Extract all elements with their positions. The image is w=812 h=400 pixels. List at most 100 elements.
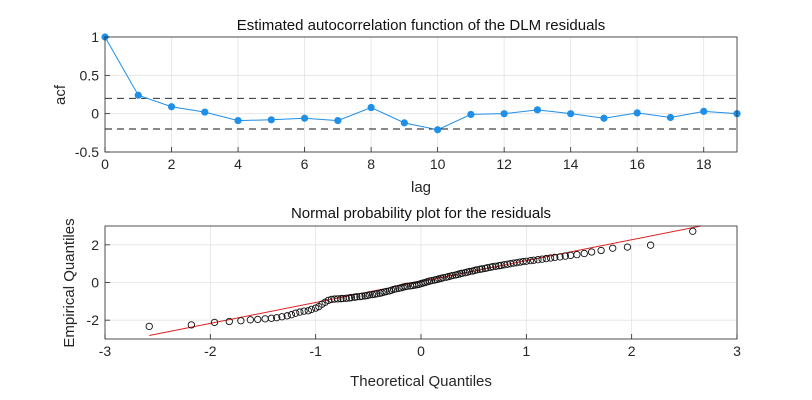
qq-point xyxy=(561,252,569,260)
acf-xtick-label: 6 xyxy=(301,156,309,172)
qq-point xyxy=(273,314,281,322)
qq-point xyxy=(296,308,304,316)
qq-point xyxy=(347,293,356,302)
qq-ytick-label: 2 xyxy=(91,237,99,253)
acf-point xyxy=(500,110,508,118)
acf-point xyxy=(367,103,375,112)
acf-point xyxy=(201,108,209,116)
acf-point xyxy=(567,110,575,118)
acf-point xyxy=(434,126,442,134)
qq-point xyxy=(237,317,245,325)
qq-point xyxy=(534,256,542,264)
qq-point xyxy=(254,315,262,324)
acf-point xyxy=(666,113,675,122)
acf-xtick-label: 16 xyxy=(629,156,645,172)
qq-point xyxy=(483,264,492,272)
qq-point xyxy=(519,257,527,266)
qq-point xyxy=(358,292,366,300)
qq-point xyxy=(304,307,312,315)
qq-ylabel: Empirical Quantiles xyxy=(61,218,78,347)
qq-point xyxy=(292,309,300,317)
acf-xtick-label: 0 xyxy=(101,156,109,172)
acf-point xyxy=(633,109,641,117)
qq-point xyxy=(210,318,219,327)
qq-xtick-label: 1 xyxy=(522,343,530,359)
acf-xtick-label: 18 xyxy=(696,156,712,172)
qq-point xyxy=(427,276,436,285)
qq-xtick-label: -1 xyxy=(309,343,322,359)
qq-point xyxy=(646,241,655,249)
qq-title: Normal probability plot for the residual… xyxy=(291,205,551,222)
qq-subplot: -3 -2 -1 0 1 2 3 -2 0 2 Normal probability plot f… xyxy=(61,205,741,390)
acf-ylabel: acf xyxy=(52,84,69,105)
acf-point xyxy=(700,107,708,115)
acf-point xyxy=(400,119,408,127)
acf-point xyxy=(300,114,309,122)
qq-point xyxy=(267,314,276,322)
acf-point xyxy=(467,110,475,119)
qq-point xyxy=(551,253,559,262)
acf-point xyxy=(533,106,542,114)
acf-point xyxy=(134,91,142,99)
qq-point xyxy=(556,253,564,261)
qq-point xyxy=(526,257,535,265)
qq-point xyxy=(307,305,316,314)
qq-point xyxy=(580,249,588,258)
acf-xtick-label: 8 xyxy=(367,156,375,172)
qq-points xyxy=(145,227,697,331)
qq-point xyxy=(403,282,411,290)
acf-xtick-label: 10 xyxy=(430,156,446,172)
acf-xtick-label: 12 xyxy=(496,156,512,172)
qq-point xyxy=(492,262,500,270)
acf-ytick-label: 1 xyxy=(91,29,99,45)
qq-xtick-label: -2 xyxy=(204,343,217,359)
qq-point xyxy=(287,311,296,319)
acf-point xyxy=(167,103,176,111)
acf-xlabel: lag xyxy=(411,179,431,196)
qq-point xyxy=(542,254,550,263)
qq-point xyxy=(225,317,233,326)
qq-point xyxy=(478,265,486,273)
qq-point xyxy=(530,256,538,264)
qq-xtick-label: -3 xyxy=(99,343,112,359)
qq-point xyxy=(342,294,350,302)
acf-line xyxy=(104,36,738,131)
qq-ticks: -3 -2 -1 0 1 2 3 -2 0 2 xyxy=(87,237,742,359)
qq-point xyxy=(522,257,530,265)
qq-point xyxy=(145,322,153,331)
qq-point xyxy=(187,321,196,329)
qq-xtick-label: 2 xyxy=(628,343,636,359)
qq-xtick-label: 0 xyxy=(417,343,425,359)
qq-point xyxy=(300,307,308,315)
qq-point xyxy=(473,266,481,274)
qq-point xyxy=(353,293,361,301)
acf-plot-area xyxy=(105,37,737,152)
acf-series xyxy=(101,33,741,134)
qq-point xyxy=(392,285,400,293)
acf-axes-box xyxy=(104,36,738,153)
qq-point xyxy=(334,295,342,303)
qq-ytick-label: 0 xyxy=(91,275,99,291)
acf-confidence-bounds xyxy=(105,97,737,130)
acf-ytick-label: -0.5 xyxy=(75,144,99,160)
qq-point xyxy=(337,295,345,303)
acf-point xyxy=(600,114,608,122)
qq-point xyxy=(246,316,255,324)
acf-ytick-label: 0 xyxy=(91,106,99,122)
acf-ticks: 0 2 4 6 8 10 12 14 16 18-0.500.51 xyxy=(75,29,712,172)
qq-xtick-label: 3 xyxy=(733,343,741,359)
acf-point xyxy=(334,116,342,125)
qq-point xyxy=(546,254,555,262)
acf-xtick-label: 4 xyxy=(234,156,242,172)
qq-point xyxy=(373,290,381,298)
qq-ytick-label: -2 xyxy=(87,312,100,328)
qq-point xyxy=(278,313,286,321)
acf-xtick-label: 14 xyxy=(563,156,579,172)
qq-point xyxy=(382,287,390,296)
qq-point xyxy=(458,269,466,277)
qq-xlabel: Theoretical Quantiles xyxy=(350,373,492,390)
acf-point xyxy=(234,116,242,125)
qq-point xyxy=(573,250,581,259)
qq-point xyxy=(448,271,457,280)
